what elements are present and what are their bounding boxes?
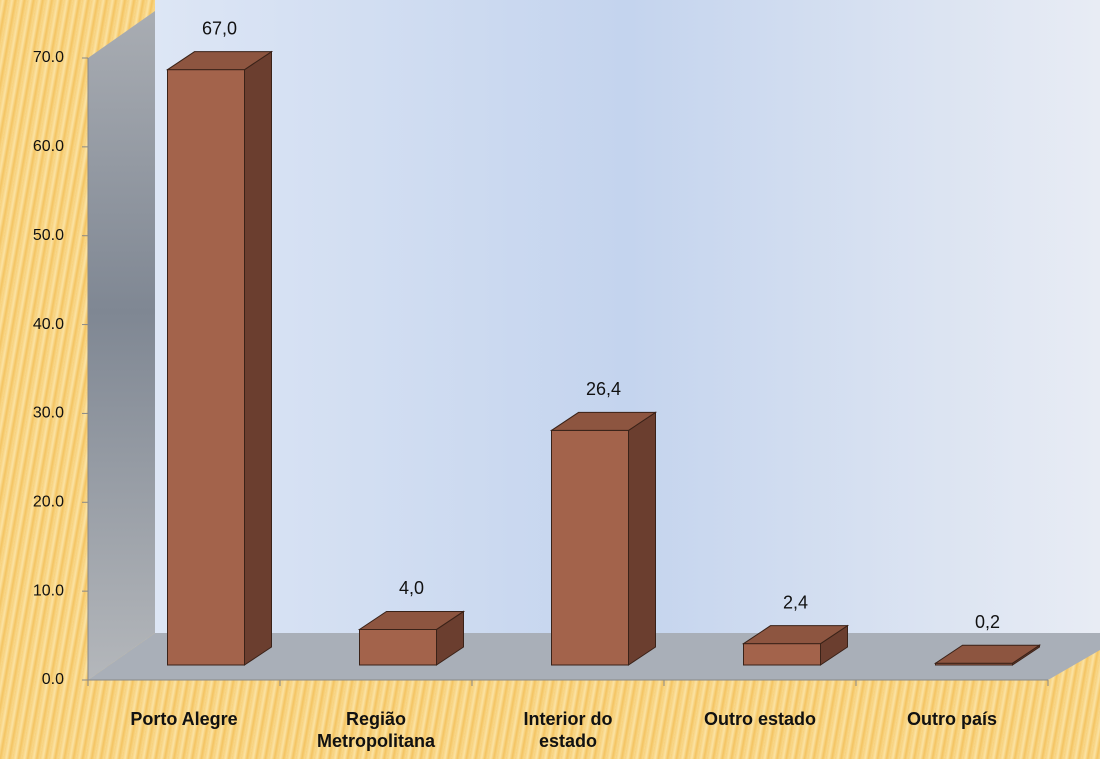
bar-side xyxy=(628,411,656,666)
y-tick-label: 20.0 xyxy=(33,494,64,511)
y-tick-label: 30.0 xyxy=(33,405,64,422)
x-tick-label: Porto Alegre xyxy=(130,709,238,729)
bar-top xyxy=(549,411,658,431)
y-tick-label: 10.0 xyxy=(33,582,64,599)
y-tick-label: 70.0 xyxy=(33,49,64,66)
bar xyxy=(741,624,850,666)
x-tick-label: Região Metropolitana xyxy=(316,709,435,751)
value-label: 26,4 xyxy=(586,379,621,399)
value-label: 4,0 xyxy=(399,578,424,598)
bar-front xyxy=(551,429,629,666)
bar-top xyxy=(357,610,466,630)
bar xyxy=(933,644,1042,666)
bar-top xyxy=(933,644,1042,664)
x-tick-label: Interior do estado xyxy=(523,709,613,751)
value-label: 0,2 xyxy=(975,612,1000,632)
bar xyxy=(357,610,466,666)
bar-side xyxy=(244,50,272,666)
side-wall xyxy=(88,11,155,680)
x-tick-label: Outro estado xyxy=(703,709,816,729)
bar-front xyxy=(743,643,821,666)
bar-top xyxy=(165,51,274,71)
bar-front xyxy=(167,69,245,666)
y-tick-label: 60.0 xyxy=(33,138,64,155)
bar xyxy=(165,50,274,666)
y-tick-label: 0.0 xyxy=(42,671,64,688)
y-tick-label: 40.0 xyxy=(33,316,64,333)
value-label: 2,4 xyxy=(783,592,808,612)
y-tick-label: 50.0 xyxy=(33,227,64,244)
bar-top xyxy=(741,625,850,645)
back-wall xyxy=(155,0,1100,633)
value-label: 67,0 xyxy=(202,18,237,38)
x-tick-label: Outro país xyxy=(906,709,997,729)
bar xyxy=(549,411,658,666)
bar-front xyxy=(359,628,437,666)
